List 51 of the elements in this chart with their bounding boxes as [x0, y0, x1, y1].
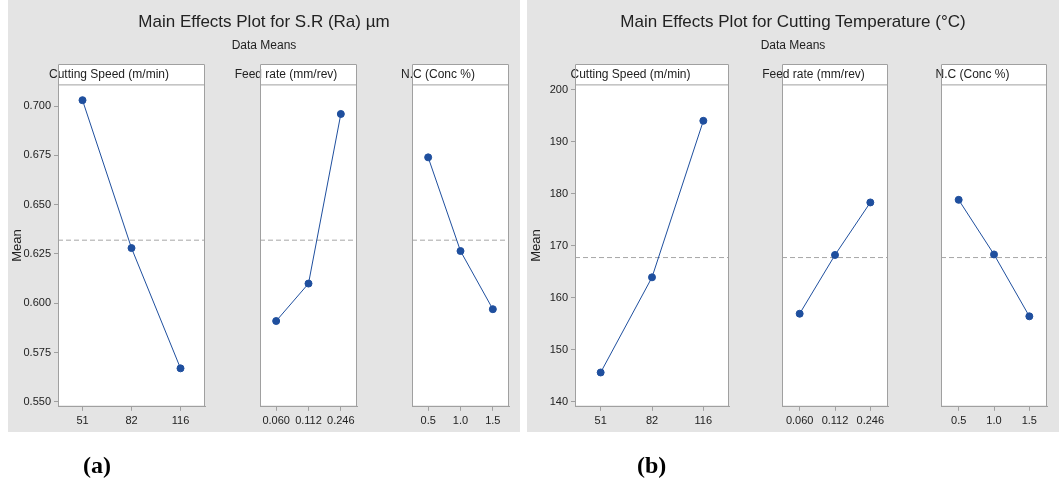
- y-tick-label: 150: [549, 342, 568, 355]
- chart-title: Cutting Speed (m/min): [570, 66, 691, 81]
- text: Main Effects Plot for Cutting Temperature (°C): [619, 12, 967, 32]
- x-tick-label: 82: [125, 414, 138, 427]
- x-tick-label: 0.5: [951, 414, 967, 427]
- y-axis-title: Mean: [9, 229, 25, 262]
- text: Data Means: [759, 38, 827, 52]
- y-tick-label: 0.650: [23, 197, 51, 210]
- x-tick-label: 0.5: [420, 414, 436, 427]
- x-tick-label: 116: [171, 414, 190, 427]
- chart-title: N.C (Conc %): [400, 66, 476, 81]
- x-tick-label: 0.060: [785, 414, 814, 427]
- x-tick-label: 0.246: [856, 414, 885, 427]
- x-tick-label: 82: [645, 414, 659, 427]
- x-tick-label: 1.5: [485, 414, 501, 427]
- y-tick-label: 140: [549, 394, 568, 407]
- y-tick-label: 0.675: [23, 148, 51, 161]
- point: [596, 368, 605, 377]
- y-tick-label: 0.575: [23, 345, 51, 358]
- x-tick-label: 51: [76, 414, 89, 427]
- text: Data Means: [230, 38, 298, 52]
- x-tick-label: 1.0: [986, 414, 1002, 427]
- y-tick-label: 200: [549, 82, 568, 95]
- point: [127, 244, 136, 253]
- y-tick-label: 0.600: [23, 296, 51, 309]
- point: [176, 364, 185, 373]
- y-tick-label: 0.625: [23, 247, 51, 260]
- text: (b): [637, 452, 667, 479]
- point: [699, 116, 708, 125]
- chart-title: Feed rate (mm/rev): [762, 66, 865, 81]
- text: (a): [83, 452, 111, 479]
- chart-title: Cutting Speed (m/min): [48, 66, 170, 81]
- y-tick-label: 170: [549, 238, 568, 251]
- y-tick-label: 180: [549, 186, 568, 199]
- x-tick-label: 0.112: [821, 414, 849, 427]
- y-tick-label: 0.550: [23, 394, 51, 407]
- text: Main Effects Plot for S.R (Ra) µm: [137, 12, 391, 32]
- point: [648, 273, 656, 282]
- x-tick-label: 1.0: [452, 414, 469, 427]
- y-tick-label: 160: [549, 290, 568, 303]
- x-tick-label: 0.246: [327, 414, 355, 427]
- x-tick-label: 1.5: [1021, 414, 1037, 427]
- x-tick-label: 0.112: [295, 414, 322, 427]
- x-tick-label: 0.060: [262, 414, 290, 427]
- x-tick-label: 116: [694, 414, 713, 427]
- y-tick-label: 190: [549, 134, 568, 147]
- chart-title: N.C (Conc %): [935, 66, 1010, 81]
- x-tick-label: 51: [594, 414, 607, 427]
- y-tick-label: 0.700: [23, 99, 51, 112]
- point: [78, 96, 87, 105]
- y-axis-title: Mean: [528, 229, 544, 262]
